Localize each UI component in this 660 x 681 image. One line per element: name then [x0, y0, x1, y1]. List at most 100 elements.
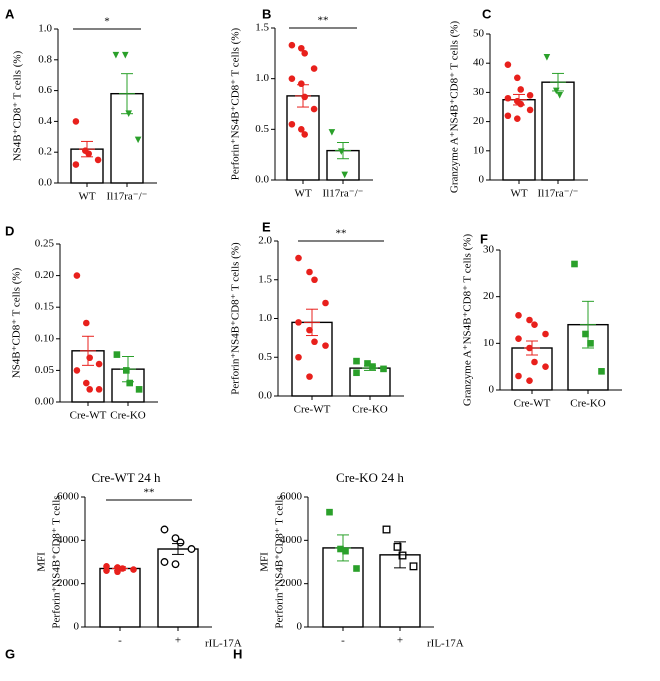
error-bar [304, 308, 320, 337]
x-tick-label: Cre-WT [70, 410, 107, 422]
data-point [353, 565, 360, 572]
x-tick-label: - [341, 635, 345, 647]
y-axis-label: Granzyme A⁺NS4B⁺CD8⁺ T cells (%) [449, 21, 461, 194]
data-point [342, 547, 349, 555]
data-point [112, 51, 120, 59]
panel: F Granzyme A⁺NS4B⁺CD8⁺ T cells (%) 0 10 20 30… [462, 231, 622, 410]
error-bar [580, 300, 596, 349]
data-point [380, 365, 387, 373]
data-point [353, 369, 360, 377]
y-tick-label: 6000 [280, 491, 303, 503]
data-point [187, 545, 196, 553]
x-tick-label: - [118, 635, 122, 647]
data-point [515, 312, 522, 319]
data-point [295, 353, 302, 361]
y-tick-label: 0.25 [35, 238, 55, 250]
data-point [298, 126, 305, 133]
data-point [526, 316, 533, 324]
bar [541, 81, 575, 181]
data-point [126, 379, 133, 387]
data-point [517, 100, 524, 108]
y-tick-label: 4000 [280, 534, 303, 546]
panel: E Perforin⁺NS4B⁺CD8⁺ T cells (%) 0.0 0.5 1.0… [230, 219, 404, 416]
data-point [301, 131, 309, 138]
y-tick-label: 0 [479, 174, 485, 186]
panel-letter: A [5, 6, 15, 21]
data-point [504, 94, 512, 102]
x-tick-label: Cre-KO [352, 404, 387, 416]
x-tick-label: Cre-KO [110, 410, 145, 422]
error-bar [170, 543, 186, 555]
error-bar [362, 365, 378, 371]
y-axis-label: MFI [259, 552, 271, 572]
y-tick-label: 0.4 [38, 115, 52, 127]
y-tick-label: 20 [473, 115, 485, 127]
data-point [526, 92, 534, 99]
y-tick-label: 0.5 [255, 123, 269, 135]
y-tick-label: 1.0 [258, 312, 272, 324]
data-point [72, 161, 80, 168]
panel-letter: C [482, 6, 492, 21]
error-bar [335, 534, 351, 562]
data-point [83, 319, 90, 327]
data-point [134, 136, 142, 144]
data-point [298, 44, 305, 52]
y-tick-label: 0.10 [35, 332, 55, 344]
error-bar [80, 335, 96, 366]
data-point [526, 106, 534, 114]
y-axis-label: NS4B⁺CD8⁺ T cells (%) [12, 50, 24, 161]
data-point [341, 171, 348, 179]
y-axis-label: Granzyme A⁺NS4B⁺CD8⁺ T cells (%) [462, 234, 474, 407]
data-point [542, 330, 549, 338]
error-bar [120, 355, 136, 383]
error-bar [524, 340, 540, 356]
data-point [556, 92, 563, 99]
data-point [364, 360, 371, 367]
data-point [531, 358, 538, 366]
error-bar [112, 566, 128, 571]
y-tick-label: 50 [473, 28, 485, 40]
y-tick-label: 0.05 [35, 364, 55, 376]
y-tick-label: 0.20 [35, 269, 55, 281]
y-axis-label: MFI [36, 552, 48, 572]
x-axis-label: rIL-17A [205, 638, 242, 650]
panel: B Perforin⁺NS4B⁺CD8⁺ T cells (%) 0.0 0.5 1.0… [230, 6, 373, 200]
error-bar [335, 142, 351, 160]
data-point [135, 386, 143, 393]
data-point [337, 545, 344, 553]
error-bar [392, 541, 408, 569]
y-tick-label: 4000 [57, 534, 80, 546]
panel: G Cre-WT 24 h MFI Perforin⁺NS4B⁺CD8⁺ T cell… [5, 470, 242, 661]
y-tick-label: 0 [297, 621, 303, 633]
significance: ** [144, 487, 155, 499]
y-tick-label: 30 [473, 86, 485, 98]
data-point [310, 105, 318, 113]
data-point [171, 560, 180, 569]
panel-letter: H [233, 646, 242, 661]
bar [99, 567, 141, 628]
data-point [526, 377, 533, 384]
data-point [517, 86, 524, 93]
y-tick-label: 0.00 [35, 396, 55, 408]
y-tick-label: 2.0 [258, 235, 272, 247]
data-point [301, 50, 309, 57]
data-point [95, 360, 103, 368]
data-point [73, 272, 81, 279]
data-point [306, 326, 313, 334]
data-point [515, 335, 522, 342]
error-bar [511, 93, 527, 106]
data-point [94, 156, 102, 164]
data-point [326, 508, 333, 516]
data-point [311, 276, 318, 284]
x-tick-label: Il17ra⁻/⁻ [538, 188, 579, 200]
data-point [382, 525, 391, 534]
data-point [85, 150, 92, 158]
data-point [86, 354, 93, 362]
y-tick-label: 10 [473, 144, 485, 156]
panel: D NS4B⁺CD8⁺ T cells (%) 0.00 0.05 0.10 0.15 0.… [5, 223, 158, 422]
data-point [298, 80, 305, 88]
y-tick-label: 1.5 [258, 273, 272, 285]
data-point [571, 260, 578, 268]
panel-title: Cre-WT 24 h [91, 470, 161, 485]
data-point [398, 551, 407, 560]
